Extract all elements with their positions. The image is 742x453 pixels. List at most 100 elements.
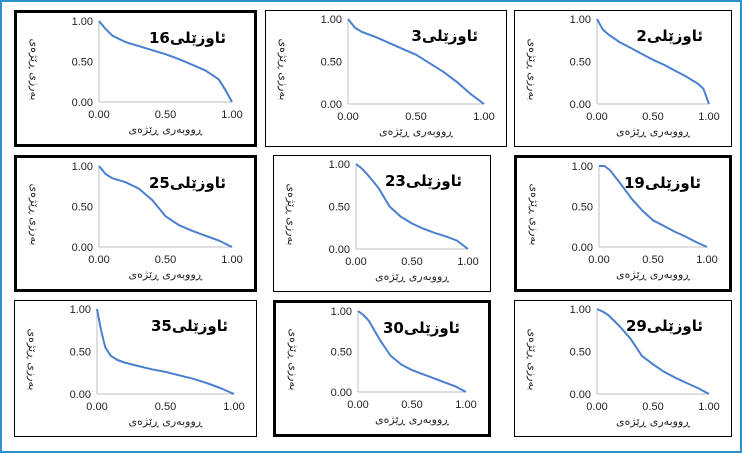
y-tick-label: 1.00 [72,161,93,173]
y-tick-label: 1.00 [570,304,591,316]
chart-panel: 0.00 0.50 1.00 0.00 0.50 1.00 ڕووبەری ڕێژەی بەر… [14,155,257,292]
y-tick-label: 0.50 [329,202,350,214]
series-line [599,165,708,248]
y-tick-label: 1.00 [321,14,342,26]
y-tick-label: 1.00 [329,159,350,171]
x-tick-label: 0.00 [337,111,358,123]
chart-title: ئاوزێلی29 [626,317,703,335]
x-tick-label: 1.00 [457,256,478,268]
chart-title: ئاوزێلی35 [151,317,228,335]
chart-panel: 0.00 0.50 1.00 0.00 0.50 1.00 ڕووبەری ڕێژەی بەر… [514,155,732,292]
x-tick-label: 0.50 [155,254,176,266]
y-tick-label: 0.50 [70,347,91,359]
x-tick-label: 1.00 [696,254,717,266]
chart-title: ئاوزێلی2 [636,27,703,45]
y-axis-label: بەرزی ڕێژەی [285,184,298,246]
chart-panel: 0.00 0.50 1.00 0.00 0.50 1.00 ڕووبەری ڕێژەی بەر… [514,10,732,147]
x-tick-label: 0.00 [345,256,366,268]
chart-svg: 0.00 0.50 1.00 0.00 0.50 1.00 ڕووبەری ڕێژەی بەر… [28,161,243,281]
x-axis-label: ڕووبەری ڕێژەی [616,125,690,138]
series-line [596,308,710,395]
series-line [96,308,235,395]
y-tick-label: 0.50 [572,202,593,214]
x-tick-label: 1.00 [698,111,719,123]
y-tick-label: 0.50 [72,57,93,69]
y-axis-label: بەرزی ڕێژەی [28,39,41,101]
x-axis-label: ڕووبەری ڕێژەی [129,268,203,281]
x-tick-label: 1.00 [221,254,242,266]
y-axis-label: بەرزی ڕێژەی [526,39,539,101]
chart-title: ئاوزێلی19 [624,174,701,192]
x-tick-label: 0.00 [88,254,109,266]
chart-title: ئاوزێلی16 [149,29,226,47]
chart-panel: 0.00 0.50 1.00 0.00 0.50 1.00 ڕووبەری ڕێژەی بەر… [265,10,507,147]
y-tick-label: 1.00 [331,306,352,318]
chart-panel: 0.00 0.50 1.00 0.00 0.50 1.00 ڕووبەری ڕێژەی بەر… [14,10,257,147]
y-axis-label: بەرزی ڕێژەی [528,184,541,246]
series-line [355,163,469,250]
chart-title: ئاوزێلی25 [149,174,226,192]
chart-svg: 0.00 0.50 1.00 0.00 0.50 1.00 ڕووبەری ڕێژەی بەر… [285,159,479,283]
chart-svg: 0.00 0.50 1.00 0.00 0.50 1.00 ڕووبەری ڕێژەی بەر… [277,14,495,138]
chart-svg: 0.00 0.50 1.00 0.00 0.50 1.00 ڕووبەری ڕێژەی بەر… [287,306,477,426]
chart-panel: 0.00 0.50 1.00 0.00 0.50 1.00 ڕووبەری ڕێژەی بەر… [273,300,491,437]
y-tick-label: 0.50 [321,57,342,69]
y-tick-label: 1.00 [70,304,91,316]
x-axis-label: ڕووبەری ڕێژەی [375,413,449,426]
x-tick-label: 1.00 [223,401,244,413]
y-tick-label: 1.00 [72,16,93,28]
chart-title: ئاوزێلی30 [383,319,460,337]
chart-svg: 0.00 0.50 1.00 0.00 0.50 1.00 ڕووبەری ڕێژەی بەر… [526,304,720,428]
x-tick-label: 1.00 [221,109,242,121]
chart-panel: 0.00 0.50 1.00 0.00 0.50 1.00 ڕووبەری ڕێژەی بەر… [273,155,491,292]
x-tick-label: 0.50 [405,111,426,123]
x-tick-label: 0.50 [642,401,663,413]
x-tick-label: 0.00 [347,399,368,411]
y-tick-label: 0.00 [72,242,93,254]
y-axis-label: بەرزی ڕێژەی [28,184,41,246]
y-tick-label: 0.00 [72,97,93,109]
x-tick-label: 0.00 [586,401,607,413]
series-line [357,310,467,393]
y-tick-label: 0.00 [329,244,350,256]
x-tick-label: 1.00 [455,399,476,411]
y-tick-label: 0.00 [570,99,591,111]
chart-svg: 0.00 0.50 1.00 0.00 0.50 1.00 ڕووبەری ڕێژەی بەر… [528,161,718,281]
chart-svg: 0.00 0.50 1.00 0.00 0.50 1.00 ڕووبەری ڕێژەی بەر… [526,14,720,138]
chart-title: ئاوزێلی23 [385,172,462,190]
y-tick-label: 0.00 [572,242,593,254]
y-tick-label: 0.50 [570,347,591,359]
chart-svg: 0.00 0.50 1.00 0.00 0.50 1.00 ڕووبەری ڕێژەی بەر… [28,16,243,136]
x-tick-label: 0.50 [642,111,663,123]
chart-svg: 0.00 0.50 1.00 0.00 0.50 1.00 ڕووبەری ڕێژەی بەر… [26,304,245,428]
y-tick-label: 0.50 [570,57,591,69]
x-axis-label: ڕووبەری ڕێژەی [616,415,690,428]
x-tick-label: 0.50 [401,399,422,411]
y-axis-label: بەرزی ڕێژەی [26,329,39,391]
x-tick-label: 0.50 [155,401,176,413]
series-line [347,18,485,105]
chart-panel: 0.00 0.50 1.00 0.00 0.50 1.00 ڕووبەری ڕێژەی بەر… [14,300,257,437]
series-line [98,20,233,103]
y-axis-label: بەرزی ڕێژەی [277,39,290,101]
x-tick-label: 1.00 [473,111,494,123]
chart-title: ئاوزێلی3 [411,27,478,45]
x-tick-label: 1.00 [698,401,719,413]
chart-panel: 0.00 0.50 1.00 0.00 0.50 1.00 ڕووبەری ڕێژەی بەر… [514,300,732,437]
y-tick-label: 0.00 [321,99,342,111]
y-axis-label: بەرزی ڕێژەی [526,329,539,391]
x-tick-label: 0.50 [155,109,176,121]
series-line [596,18,710,105]
x-tick-label: 0.00 [86,401,107,413]
x-tick-label: 0.00 [586,111,607,123]
x-tick-label: 0.50 [642,254,663,266]
x-axis-label: ڕووبەری ڕێژەی [616,268,690,281]
y-tick-label: 0.50 [72,202,93,214]
x-tick-label: 0.00 [588,254,609,266]
y-tick-label: 1.00 [570,14,591,26]
y-tick-label: 0.00 [570,389,591,401]
y-axis-label: بەرزی ڕێژەی [287,329,300,391]
y-tick-label: 0.00 [331,387,352,399]
y-tick-label: 0.00 [70,389,91,401]
